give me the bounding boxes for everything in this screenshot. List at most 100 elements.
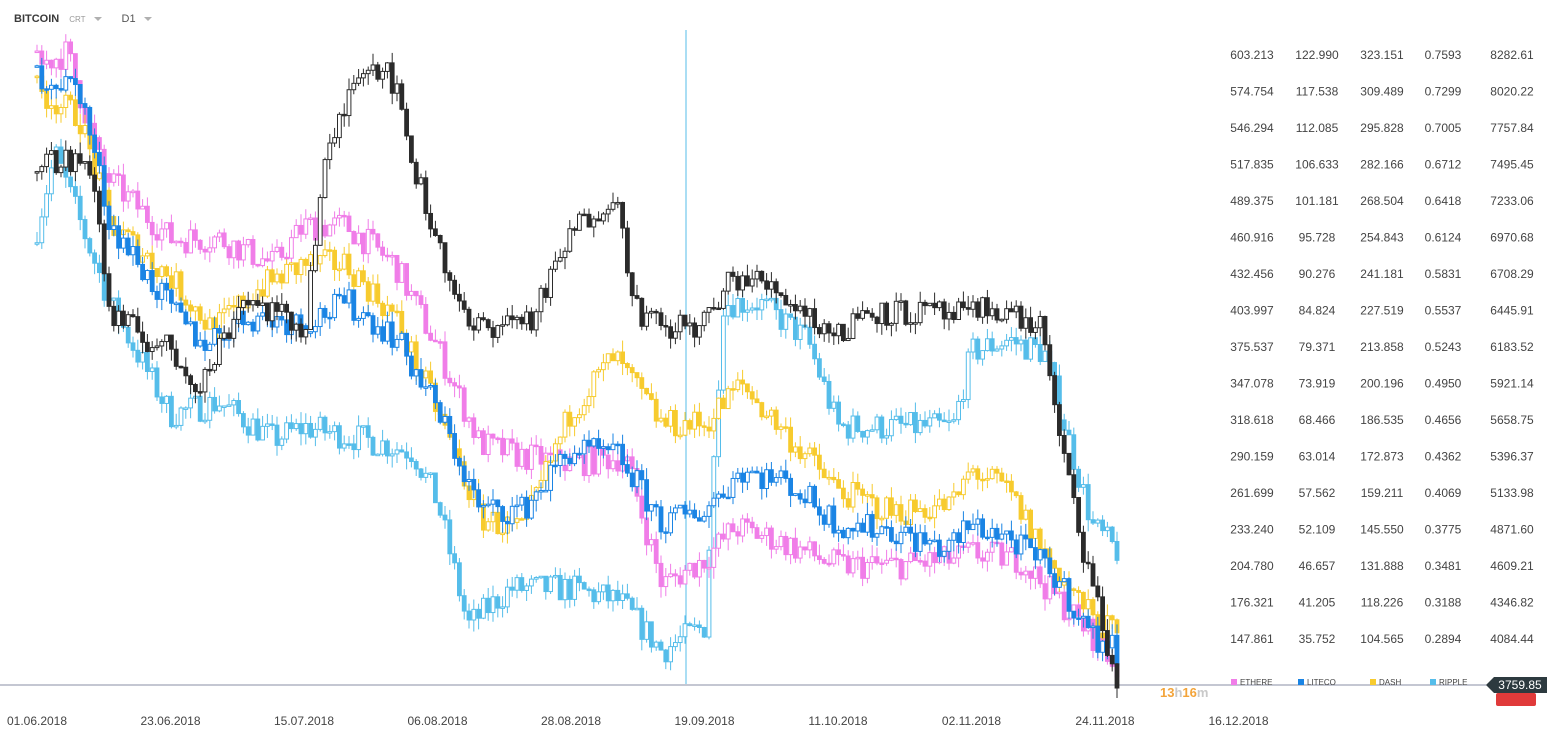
candle-body xyxy=(773,477,779,483)
candle-body xyxy=(1047,557,1053,575)
candle-body xyxy=(553,260,558,270)
candle-body xyxy=(1023,534,1029,540)
candle-body xyxy=(956,491,962,496)
candle-body xyxy=(591,446,597,475)
candle-body xyxy=(1009,547,1014,553)
legend-item[interactable]: DASH xyxy=(1379,678,1401,687)
candle-body xyxy=(241,244,246,261)
y-tick-label: 261.699 xyxy=(1230,486,1274,500)
candle-body xyxy=(596,369,602,373)
candle-body xyxy=(322,224,328,237)
candle-body xyxy=(841,323,846,342)
candle-body xyxy=(802,546,808,551)
legend-item[interactable]: RIPPLE xyxy=(1439,678,1467,687)
candle-body xyxy=(207,396,213,421)
candle-body xyxy=(68,176,73,188)
candle-body xyxy=(389,304,395,312)
candle-body xyxy=(226,332,232,339)
candle-body xyxy=(572,228,578,231)
candle-body xyxy=(197,391,203,394)
chart-type-selector[interactable]: CRT xyxy=(69,14,86,24)
chevron-down-icon[interactable] xyxy=(93,17,102,21)
candle-body xyxy=(893,540,899,545)
candle-body xyxy=(706,549,712,638)
symbol-label[interactable]: BITCOIN xyxy=(14,13,60,25)
candle-body xyxy=(298,323,304,338)
candle-body xyxy=(442,514,448,521)
candle-body xyxy=(985,297,990,317)
y-tick-label: 7233.06 xyxy=(1490,194,1534,208)
candle-body xyxy=(932,413,938,419)
legend-item[interactable]: ETHERE xyxy=(1240,678,1272,687)
y-tick-label: 254.843 xyxy=(1360,231,1404,245)
candle-body xyxy=(97,262,102,274)
candle-body xyxy=(903,526,909,533)
candle-body xyxy=(524,448,530,470)
candle-body xyxy=(615,460,621,472)
candle-body xyxy=(437,234,443,244)
candle-body xyxy=(961,301,966,309)
candle-body xyxy=(975,301,981,318)
candle-body xyxy=(327,431,333,434)
candle-body xyxy=(985,478,990,481)
candle-body xyxy=(879,517,885,521)
candle-body xyxy=(629,597,635,610)
candle-body xyxy=(173,348,179,367)
chevron-down-icon[interactable] xyxy=(143,17,152,21)
candle-body xyxy=(989,308,995,317)
candle-body xyxy=(111,225,117,230)
candle-body xyxy=(730,271,736,277)
candle-body xyxy=(783,313,789,330)
candle-body xyxy=(1052,375,1057,406)
candle-body xyxy=(231,305,237,308)
candle-body xyxy=(740,275,746,291)
candle-body xyxy=(605,454,611,470)
candle-body xyxy=(77,153,83,164)
candle-body xyxy=(802,453,808,460)
candle-body xyxy=(274,246,280,252)
candle-body xyxy=(812,308,818,329)
candle-body xyxy=(217,328,222,334)
candle-body xyxy=(831,505,837,534)
price-alert-button[interactable] xyxy=(1496,693,1536,706)
candle-body xyxy=(533,491,539,501)
candle-body xyxy=(759,402,765,418)
candle-body xyxy=(1076,589,1081,593)
candle-body xyxy=(951,311,957,321)
candle-body xyxy=(1114,663,1120,689)
candle-body xyxy=(687,420,693,430)
candle-body xyxy=(946,311,952,320)
candle-body xyxy=(197,395,203,422)
candle-body xyxy=(932,552,938,564)
candle-body xyxy=(495,325,501,338)
candle-body xyxy=(269,302,275,322)
candle-body xyxy=(721,493,726,498)
candle-body xyxy=(749,307,755,311)
candle-body xyxy=(389,321,395,348)
candle-body xyxy=(394,338,400,348)
candle-body xyxy=(778,470,784,479)
candle-body xyxy=(1076,468,1081,488)
candle-body xyxy=(783,470,789,479)
candle-body xyxy=(140,352,145,363)
candle-body xyxy=(658,641,664,651)
y-tick-label: 0.6418 xyxy=(1425,194,1462,208)
candle-body xyxy=(346,253,352,276)
candle-body xyxy=(231,240,237,259)
legend-swatch xyxy=(1370,679,1376,685)
candle-body xyxy=(1037,315,1043,329)
candle-body xyxy=(1085,561,1091,565)
candle-body xyxy=(634,470,640,488)
candle-body xyxy=(677,434,683,438)
candle-body xyxy=(807,541,813,551)
candle-body xyxy=(754,470,760,474)
y-tick-label: 546.294 xyxy=(1230,121,1274,135)
timeframe-selector[interactable]: D1 xyxy=(121,13,136,25)
legend-item[interactable]: LITECO xyxy=(1307,678,1336,687)
candle-body xyxy=(125,229,131,233)
candle-body xyxy=(759,535,765,539)
candle-body xyxy=(562,411,568,438)
candle-body xyxy=(341,214,347,218)
candle-body xyxy=(620,351,626,365)
